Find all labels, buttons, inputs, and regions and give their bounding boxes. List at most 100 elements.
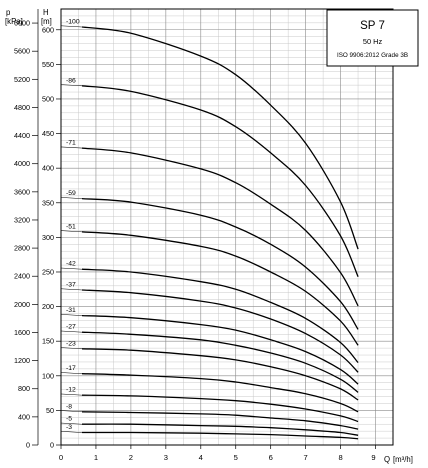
curve-label: -5: [66, 416, 72, 423]
pressure-axis-symbol: p: [6, 8, 11, 17]
flow-tick-label: 3: [164, 453, 168, 462]
pressure-axis-unit: [kPa]: [5, 17, 23, 26]
curve-label: -37: [66, 281, 76, 288]
pressure-tick-label: 1600: [14, 328, 30, 337]
pressure-tick-label: 3200: [14, 215, 30, 224]
pressure-tick-label: 4800: [14, 103, 30, 112]
pump-curve: [81, 373, 359, 413]
head-tick-label: 450: [42, 129, 54, 138]
curve-label: -51: [66, 223, 76, 230]
flow-axis-ticks: 0 1 2 3 4 5 6 7 8 9: [59, 445, 376, 462]
curve-leader-line: [60, 347, 82, 350]
curve-leader-line: [60, 267, 82, 270]
curve-label: -12: [66, 387, 76, 394]
head-tick-label: 600: [42, 25, 54, 34]
head-tick-label: 350: [42, 198, 54, 207]
pump-curve: [81, 423, 359, 436]
pump-curve: [81, 231, 359, 346]
curve-leader-line: [60, 431, 82, 433]
head-tick-label: 300: [42, 233, 54, 242]
flow-axis-unit: [m³/h]: [393, 455, 413, 464]
pump-curve: [81, 411, 359, 430]
flow-tick-label: 0: [59, 453, 63, 462]
head-tick-label: 150: [42, 337, 54, 346]
pressure-tick-label: 2800: [14, 244, 30, 253]
pressure-tick-label: 800: [18, 384, 30, 393]
pump-curve: [81, 268, 359, 364]
pressure-tick-label: 400: [18, 412, 30, 421]
chart-info-box: SP 7 50 Hz ISO 9906:2012 Grade 3B: [326, 9, 419, 67]
pressure-tick-label: 3600: [14, 187, 30, 196]
head-tick-label: 500: [42, 94, 54, 103]
pump-curve: [81, 197, 359, 330]
curve-label: -31: [66, 307, 76, 314]
flow-tick-label: 5: [234, 453, 238, 462]
curve-leader-line: [60, 393, 82, 396]
head-tick-label: 50: [46, 406, 54, 415]
pressure-tick-label: 2400: [14, 272, 30, 281]
flow-tick-label: 8: [338, 453, 342, 462]
pressure-tick-label: 1200: [14, 356, 30, 365]
curve-leader-line: [60, 84, 82, 87]
curve-label: -8: [66, 403, 72, 410]
pump-curves: -100 -86 -71 -59 -51 -42 -37 -31 -27 -23 -17 -12 -8 -…: [60, 18, 359, 440]
info-box-frame: [326, 9, 419, 67]
curve-leader-line: [60, 230, 82, 233]
curve-leader-line: [60, 146, 82, 149]
curve-leader-line: [60, 330, 82, 333]
curve-label: -27: [66, 324, 76, 331]
head-tick-label: 550: [42, 60, 54, 69]
curve-leader-line: [60, 314, 82, 316]
curve-label: -17: [66, 365, 76, 372]
major-grid: [60, 9, 393, 446]
pressure-tick-label: 4400: [14, 131, 30, 140]
chart-title: SP 7: [360, 20, 385, 32]
head-tick-label: 100: [42, 371, 54, 380]
pump-curve: [81, 331, 359, 393]
chart-frequency: 50 Hz: [363, 37, 383, 46]
flow-axis-symbol: Q: [384, 455, 390, 464]
plot-frame: [60, 8, 394, 446]
pressure-axis-ticks: 0 400 800 1200 1600 2000 2400 2800 3200 3600 4000 4…: [14, 9, 39, 450]
pump-curve: [81, 289, 359, 373]
flow-tick-label: 2: [129, 453, 133, 462]
pump-curve: [81, 26, 359, 250]
pump-curve: [81, 85, 359, 278]
curve-leader-line: [60, 410, 82, 413]
curve-leader-line: [60, 25, 82, 28]
head-tick-label: 200: [42, 302, 54, 311]
curve-label: -86: [66, 77, 76, 84]
head-tick-label: 0: [50, 441, 54, 450]
curve-label: -3: [66, 424, 72, 431]
curve-leader-line: [60, 288, 82, 291]
head-axis-ticks: 0 50 100 150 200 250 300 350 400 450 500 550 600: [42, 25, 61, 450]
head-tick-label: 250: [42, 267, 54, 276]
curve-label: -100: [66, 18, 80, 25]
pressure-tick-label: 2000: [14, 300, 30, 309]
head-axis-unit: [m]: [41, 17, 52, 26]
curve-leader-line: [60, 372, 82, 374]
pump-curve: [81, 431, 359, 440]
pump-curve: [81, 147, 359, 307]
pump-curve: [81, 394, 359, 423]
flow-tick-label: 7: [304, 453, 308, 462]
curve-label: -71: [66, 140, 76, 147]
pressure-tick-label: 4000: [14, 159, 30, 168]
pressure-tick-label: 0: [26, 441, 30, 450]
curve-label: -59: [66, 190, 76, 197]
pressure-tick-label: 5200: [14, 75, 30, 84]
curve-label: -23: [66, 340, 76, 347]
curve-leader-line: [60, 422, 82, 425]
pump-curve: [81, 314, 359, 385]
flow-tick-label: 9: [371, 453, 375, 462]
chart-standard: ISO 9906:2012 Grade 3B: [337, 52, 408, 59]
curve-label: -42: [66, 261, 76, 268]
head-tick-label: 400: [42, 164, 54, 173]
flow-tick-label: 4: [199, 453, 203, 462]
pressure-tick-label: 6000: [14, 19, 30, 28]
flow-tick-label: 6: [269, 453, 273, 462]
pressure-tick-label: 5600: [14, 47, 30, 56]
head-axis-symbol: H: [43, 8, 49, 17]
pump-curve: [81, 348, 359, 401]
